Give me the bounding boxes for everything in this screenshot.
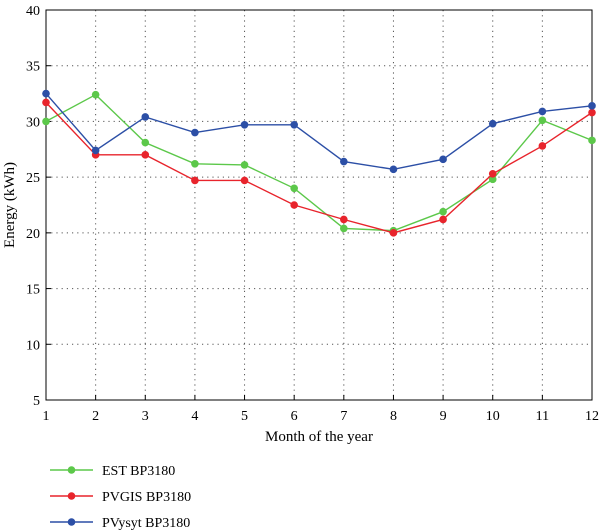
legend-label: EST BP3180 <box>102 464 175 479</box>
data-point <box>588 102 596 110</box>
data-point <box>42 98 50 107</box>
plot-frame <box>45 9 593 401</box>
y-tick-label: 30 <box>26 115 40 130</box>
data-point <box>191 128 199 137</box>
data-point <box>290 201 298 209</box>
y-tick-label: 35 <box>26 60 40 75</box>
x-tick-label: 11 <box>536 409 549 424</box>
data-point <box>191 176 199 185</box>
x-tick-label: 1 <box>43 409 50 424</box>
legend-swatch-marker <box>67 492 76 500</box>
data-point <box>141 151 150 159</box>
x-tick-label: 9 <box>440 409 447 424</box>
legend-item: PVGIS BP3180 <box>50 490 191 505</box>
data-point <box>488 119 497 128</box>
data-point <box>488 175 497 184</box>
series-2 <box>42 98 596 237</box>
data-point <box>290 120 298 129</box>
data-point <box>240 161 249 169</box>
series-3 <box>42 89 596 174</box>
y-axis-ticks: 5 10 15 20 25 30 35 40 <box>26 4 51 409</box>
legend-item: PVysyt BP3180 <box>50 516 190 531</box>
x-tick-label: 2 <box>92 409 99 424</box>
data-point <box>588 108 596 117</box>
x-tick-label: 12 <box>585 409 599 424</box>
series-line <box>45 102 593 234</box>
y-tick-label: 40 <box>26 4 40 19</box>
data-point <box>91 146 100 155</box>
legend-item: EST BP3180 <box>50 464 175 479</box>
legend-swatch-marker <box>67 518 76 526</box>
data-point <box>538 142 547 150</box>
series-line <box>45 93 593 171</box>
x-axis-label: Month of the year <box>265 429 373 445</box>
data-point <box>439 155 447 164</box>
data-point <box>91 90 100 99</box>
data-point <box>389 165 398 174</box>
x-axis-ticks: 1 2 3 4 5 6 7 8 9 10 11 12 <box>43 395 599 424</box>
y-axis-label: Energy (kWh) <box>2 162 18 248</box>
data-point <box>340 157 348 166</box>
data-point <box>439 207 447 216</box>
data-point <box>340 215 348 224</box>
y-tick-label: 10 <box>26 338 40 353</box>
data-point <box>538 116 547 125</box>
data-point <box>191 159 199 168</box>
grid <box>46 10 592 400</box>
y-tick-label: 5 <box>33 394 40 409</box>
series-1 <box>42 90 596 235</box>
x-tick-label: 4 <box>191 409 198 424</box>
legend-label: PVGIS BP3180 <box>102 490 191 505</box>
data-point <box>290 184 298 193</box>
legend: EST BP3180 PVGIS BP3180 PVysyt BP3180 <box>50 464 191 531</box>
x-tick-label: 6 <box>291 409 298 424</box>
x-tick-label: 7 <box>340 409 347 424</box>
series-line <box>45 93 593 232</box>
legend-label: PVysyt BP3180 <box>102 516 190 531</box>
legend-swatch-marker <box>67 466 76 474</box>
y-tick-label: 20 <box>26 227 40 242</box>
data-point <box>141 113 150 121</box>
x-tick-label: 5 <box>241 409 248 424</box>
data-point <box>42 117 50 126</box>
data-point <box>340 224 348 233</box>
data-point <box>141 138 150 147</box>
data-point <box>439 215 447 224</box>
data-point <box>240 120 249 129</box>
y-tick-label: 25 <box>26 171 40 186</box>
data-point <box>488 170 497 178</box>
data-point <box>389 229 398 237</box>
data-point <box>42 89 50 98</box>
x-tick-label: 3 <box>142 409 149 424</box>
y-tick-label: 15 <box>26 283 40 298</box>
series-group <box>42 89 596 237</box>
data-point <box>240 176 249 185</box>
x-tick-label: 10 <box>486 409 500 424</box>
x-tick-label: 8 <box>390 409 397 424</box>
data-point <box>588 136 596 145</box>
data-point <box>538 107 547 116</box>
